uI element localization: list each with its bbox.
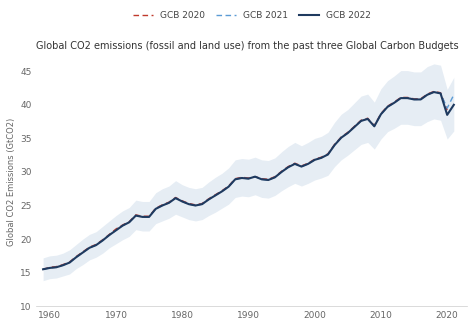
GCB 2022 <box>232 177 238 181</box>
Line: GCB 2022: GCB 2022 <box>43 92 454 269</box>
GCB 2022 <box>451 103 456 107</box>
Legend: GCB 2020, GCB 2021, GCB 2022: GCB 2020, GCB 2021, GCB 2022 <box>129 8 374 24</box>
GCB 2020 <box>40 267 46 271</box>
GCB 2021 <box>153 207 159 211</box>
GCB 2021 <box>444 106 450 110</box>
GCB 2021 <box>40 267 46 271</box>
Line: GCB 2021: GCB 2021 <box>43 92 454 269</box>
GCB 2021 <box>166 201 172 205</box>
GCB 2020 <box>146 214 152 218</box>
GCB 2020 <box>239 175 245 179</box>
GCB 2022 <box>40 267 46 271</box>
GCB 2021 <box>232 177 238 181</box>
GCB 2022 <box>431 90 437 94</box>
Line: GCB 2020: GCB 2020 <box>43 91 447 269</box>
GCB 2020 <box>431 89 437 93</box>
GCB 2020 <box>73 254 79 258</box>
GCB 2020 <box>444 108 450 112</box>
GCB 2021 <box>246 177 251 181</box>
GCB 2021 <box>431 90 437 94</box>
GCB 2022 <box>246 177 251 181</box>
GCB 2022 <box>444 113 450 117</box>
Y-axis label: Global CO2 Emissions (GtCO2): Global CO2 Emissions (GtCO2) <box>7 118 16 246</box>
GCB 2021 <box>451 93 456 97</box>
GCB 2020 <box>285 164 291 168</box>
Text: Global CO2 emissions (fossil and land use) from the past three Global Carbon Bud: Global CO2 emissions (fossil and land us… <box>36 42 459 51</box>
GCB 2022 <box>325 152 331 156</box>
GCB 2022 <box>153 207 159 211</box>
GCB 2020 <box>120 223 126 227</box>
GCB 2020 <box>392 100 397 104</box>
GCB 2021 <box>325 152 331 156</box>
GCB 2022 <box>166 201 172 205</box>
